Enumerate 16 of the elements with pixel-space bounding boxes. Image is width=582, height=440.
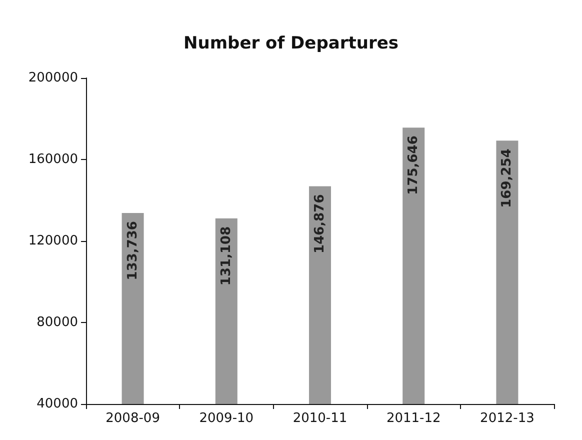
y-tick-label: 120000 (28, 234, 78, 248)
y-tick-label: 200000 (28, 70, 78, 86)
x-tick-label: 2009-10 (199, 411, 254, 426)
y-tick-label: 80000 (36, 315, 78, 330)
x-tick-label: 2008-09 (106, 411, 160, 426)
y-tick-label: 40000 (36, 396, 78, 412)
y-tick-label: 160000 (28, 152, 78, 167)
x-tick-label: 2012-13 (480, 411, 534, 426)
data-label: 146,876 (312, 194, 328, 254)
x-tick-label: 2011-12 (386, 411, 441, 426)
data-label: 175,646 (406, 136, 422, 195)
chart-title: Number of Departures (184, 34, 398, 54)
x-tick-label: 2010-11 (292, 411, 348, 426)
data-label: 131,108 (218, 226, 234, 286)
data-label: 133,736 (125, 221, 140, 280)
data-label: 169,254 (500, 148, 515, 208)
